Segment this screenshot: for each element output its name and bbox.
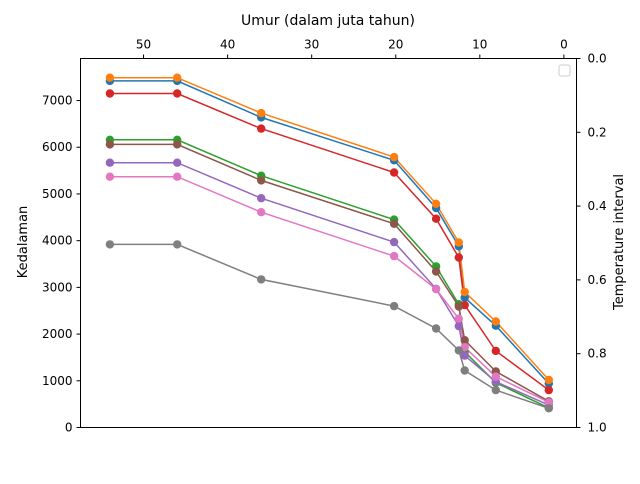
y-tick-label: 5000 xyxy=(42,187,73,201)
series-8-point xyxy=(491,385,500,395)
series-line-1 xyxy=(109,80,550,385)
x-axis-label: Umur (dalam juta tahun) xyxy=(241,13,415,29)
series-2-point xyxy=(460,287,469,297)
series-7-point xyxy=(105,172,115,181)
y2-tick-label: 0.0 xyxy=(588,52,607,66)
series-5-point xyxy=(389,237,399,247)
series-line-6 xyxy=(109,143,550,402)
series-2-point xyxy=(454,238,463,247)
series-line-2 xyxy=(109,76,550,381)
series-5-point xyxy=(454,321,463,331)
series-7-point xyxy=(389,251,399,261)
series-5-point xyxy=(105,158,115,167)
series-2-point xyxy=(257,108,266,118)
y-tick-label: 1000 xyxy=(42,374,73,388)
series-line-5 xyxy=(109,161,550,406)
series-2-point xyxy=(431,199,441,208)
series-5-point xyxy=(173,158,182,167)
y2-tick-label: 0.2 xyxy=(588,125,607,139)
series-8-point xyxy=(389,301,399,311)
series-7-point xyxy=(431,285,441,294)
y2-axis-label: Temperature interval xyxy=(612,174,627,311)
series-4-point xyxy=(257,124,266,133)
series-2-point xyxy=(389,152,399,162)
series-8-point xyxy=(431,324,441,333)
series-line-7 xyxy=(109,175,550,403)
x-tick-label: 40 xyxy=(220,38,235,52)
y2-tick-label: 0.8 xyxy=(588,347,607,361)
series-2-point xyxy=(105,73,115,82)
series-6-point xyxy=(460,336,469,345)
plot-content xyxy=(105,73,553,413)
series-2-point xyxy=(491,317,500,326)
series-4-point xyxy=(389,168,399,177)
x-tick-label: 10 xyxy=(472,38,487,52)
series-7-point xyxy=(257,208,266,217)
series-6-point xyxy=(389,219,399,228)
plot-frame xyxy=(80,58,577,428)
series-6-point xyxy=(431,267,441,276)
x-tick-label: 0 xyxy=(560,38,568,52)
series-7-point xyxy=(544,398,553,407)
y2-tick-label: 0.4 xyxy=(588,199,607,213)
series-line-8 xyxy=(109,243,550,410)
series-4-point xyxy=(454,253,463,262)
y2-axis-ticks: 0.0 0.2 0.4 0.6 0.8 1.0 xyxy=(576,52,607,435)
series-8-point xyxy=(454,346,463,355)
series-8-point xyxy=(105,240,115,249)
series-2-point xyxy=(173,73,182,82)
series-2-point xyxy=(544,375,553,385)
y2-tick-label: 0.6 xyxy=(588,273,607,287)
series-4-point xyxy=(491,346,500,356)
series-6-point xyxy=(454,302,463,311)
x-tick-label: 50 xyxy=(136,38,151,52)
series-4-point xyxy=(173,89,182,98)
y-axis-ticks: 0 1000 2000 3000 4000 5000 6000 7000 xyxy=(42,94,81,435)
y-tick-label: 0 xyxy=(65,421,73,435)
series-4-point xyxy=(431,214,441,223)
series-8-point xyxy=(257,275,266,284)
y-tick-label: 3000 xyxy=(42,280,73,294)
x-axis-ticks: 50 40 30 20 10 0 xyxy=(136,38,568,59)
series-7-point xyxy=(454,314,463,323)
series-5-point xyxy=(257,194,266,203)
series-6-point xyxy=(105,140,115,149)
series-7-point xyxy=(491,372,500,381)
y-tick-label: 4000 xyxy=(42,234,73,248)
series-8-point xyxy=(173,240,182,249)
legend-box xyxy=(558,64,571,77)
y2-tick-label: 1.0 xyxy=(588,421,607,435)
series-4-point xyxy=(544,385,553,395)
y-tick-label: 2000 xyxy=(42,327,73,341)
series-4-point xyxy=(105,89,115,98)
x-tick-label: 20 xyxy=(388,38,403,52)
x-tick-label: 30 xyxy=(304,38,319,52)
y-tick-label: 7000 xyxy=(42,94,73,108)
series-8-point xyxy=(460,366,469,375)
series-7-point xyxy=(173,172,182,181)
series-8-point xyxy=(544,404,553,413)
y-tick-label: 6000 xyxy=(42,140,73,154)
series-6-point xyxy=(257,176,266,185)
y-axis-label: Kedalaman xyxy=(16,206,31,279)
series-6-point xyxy=(173,140,182,149)
series-5-point xyxy=(460,351,469,360)
